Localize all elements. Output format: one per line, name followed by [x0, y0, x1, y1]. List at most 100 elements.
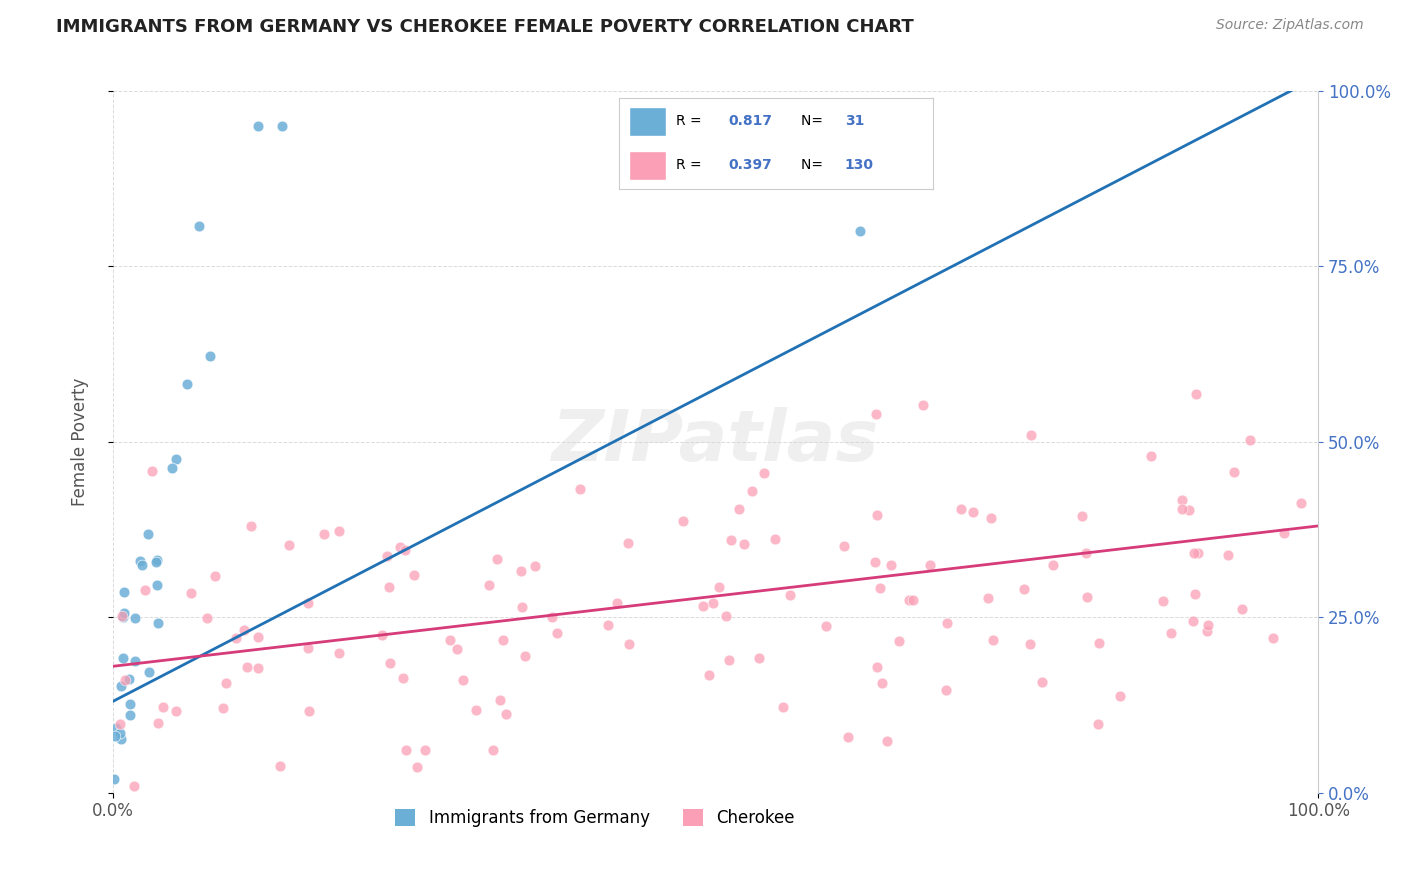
Point: [104, 729, 127, 743]
Point: [936, 616, 959, 631]
Point: [129, 553, 152, 567]
Point: [752, 466, 775, 480]
Point: [118, 672, 141, 686]
Point: [378, 657, 401, 671]
Point: [727, 502, 749, 516]
Point: [465, 703, 488, 717]
Point: [235, 660, 257, 674]
Point: [215, 676, 238, 690]
Point: [312, 527, 335, 541]
Point: [211, 701, 233, 715]
Point: [772, 700, 794, 714]
Point: [814, 619, 837, 633]
Point: [122, 779, 145, 793]
Point: [394, 743, 416, 757]
Point: [165, 705, 187, 719]
Point: [1182, 614, 1205, 628]
Point: [1019, 638, 1042, 652]
Point: [980, 511, 1002, 525]
Point: [247, 630, 270, 644]
Point: [198, 349, 221, 363]
Point: [489, 693, 512, 707]
Point: [692, 599, 714, 614]
Point: [546, 625, 568, 640]
Point: [1139, 449, 1161, 463]
Point: [918, 558, 941, 572]
Point: [225, 631, 247, 645]
Point: [1216, 549, 1239, 563]
Point: [1153, 594, 1175, 608]
Point: [270, 119, 292, 133]
Point: [492, 632, 515, 647]
Point: [748, 651, 770, 665]
Point: [1182, 546, 1205, 560]
Point: [110, 679, 132, 693]
Point: [617, 637, 640, 651]
Point: [111, 651, 134, 665]
Point: [165, 451, 187, 466]
Point: [104, 721, 127, 735]
Point: [1222, 465, 1244, 479]
Point: [1019, 427, 1042, 442]
Point: [702, 595, 724, 609]
Y-axis label: Female Poverty: Female Poverty: [72, 377, 89, 506]
Point: [131, 558, 153, 572]
Point: [962, 504, 984, 518]
Point: [598, 617, 620, 632]
Point: [901, 592, 924, 607]
Point: [146, 553, 169, 567]
Point: [1289, 495, 1312, 509]
Point: [837, 731, 859, 745]
Point: [718, 653, 741, 667]
Point: [1076, 546, 1098, 560]
Point: [269, 759, 291, 773]
Point: [949, 502, 972, 516]
Point: [1230, 601, 1253, 615]
Point: [148, 715, 170, 730]
Point: [510, 599, 533, 614]
Point: [1042, 558, 1064, 572]
Point: [617, 536, 640, 550]
Point: [141, 464, 163, 478]
Point: [1195, 624, 1218, 638]
Point: [1070, 509, 1092, 524]
Point: [377, 580, 399, 594]
Point: [763, 533, 786, 547]
Point: [523, 559, 546, 574]
Point: [1239, 433, 1261, 447]
Point: [733, 537, 755, 551]
Point: [1087, 716, 1109, 731]
Point: [870, 675, 893, 690]
Point: [298, 704, 321, 718]
Point: [720, 533, 742, 547]
Point: [247, 660, 270, 674]
Point: [834, 540, 856, 554]
Point: [716, 609, 738, 624]
Point: [1178, 502, 1201, 516]
Point: [1272, 526, 1295, 541]
Text: Source: ZipAtlas.com: Source: ZipAtlas.com: [1216, 18, 1364, 32]
Point: [138, 665, 160, 680]
Point: [134, 582, 156, 597]
Point: [1171, 492, 1194, 507]
Point: [413, 743, 436, 757]
Point: [328, 524, 350, 539]
Point: [513, 649, 536, 664]
Point: [451, 673, 474, 687]
Point: [1012, 582, 1035, 596]
Point: [111, 610, 134, 624]
Point: [277, 538, 299, 552]
Point: [889, 634, 911, 648]
Point: [110, 731, 132, 746]
Point: [541, 609, 564, 624]
Point: [446, 641, 468, 656]
Point: [160, 460, 183, 475]
Point: [981, 632, 1004, 647]
Point: [1187, 546, 1209, 560]
Point: [146, 578, 169, 592]
Point: [136, 527, 159, 541]
Point: [239, 518, 262, 533]
Point: [108, 716, 131, 731]
Point: [111, 608, 134, 623]
Point: [297, 597, 319, 611]
